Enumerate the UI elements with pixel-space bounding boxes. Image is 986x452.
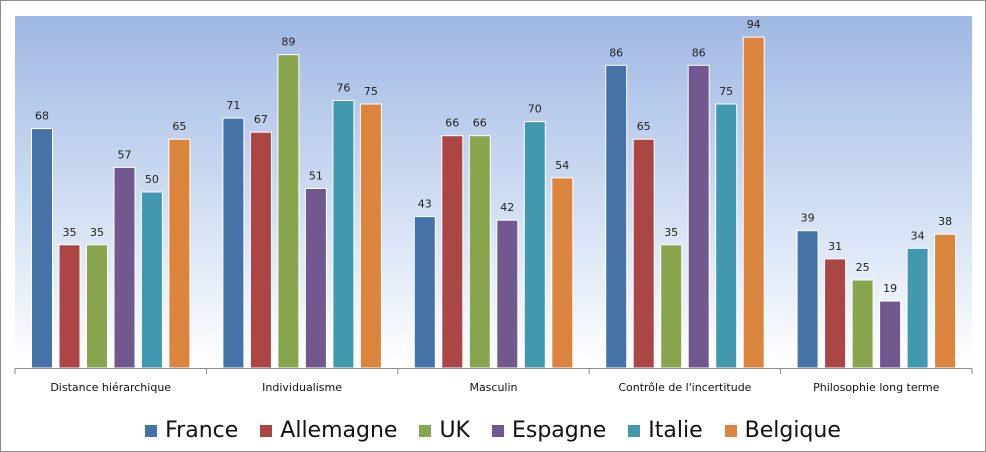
bar-espagne-2 [304,188,327,369]
value-label-espagne-3: 42 [500,201,514,214]
bar-italie-4 [715,103,738,369]
value-label-france-1: 68 [35,110,49,123]
value-label-belgique-1: 65 [172,120,186,133]
value-label-italie-3: 70 [528,103,542,116]
value-label-belgique-4: 94 [747,18,761,31]
bar-belgique-5 [934,233,957,369]
bar-france-2 [222,117,245,369]
value-labels-layer: 68 35 35 57 50 65 71 67 89 51 76 75 43 66 66 42 70 54 86 65… [35,18,952,295]
value-label-allemagne-5: 31 [828,240,842,253]
legend-item-belgique: Belgique [724,418,841,443]
legend-label: Belgique [744,418,841,443]
category-label-5: Philosophie long terme [813,381,940,394]
bar-espagne-4 [687,64,710,369]
legend-swatch [628,425,641,437]
value-label-france-2: 71 [226,99,240,112]
bar-uk-5 [851,279,874,369]
bar-allemagne-2 [249,131,272,369]
legend-item-allemagne: Allemagne [260,420,397,442]
bar-uk-2 [277,54,300,369]
bar-france-4 [605,64,628,369]
value-label-espagne-2: 51 [309,170,323,183]
value-label-uk-4: 35 [664,226,678,239]
legend-item-italie: Italie [628,418,703,443]
category-label-4: Contrôle de l'incertitude [618,381,751,394]
legend-swatch [419,425,432,437]
bar-belgique-1 [168,138,191,369]
value-label-france-3: 43 [418,198,432,211]
bar-espagne-1 [113,166,136,369]
value-label-belgique-5: 38 [938,215,952,228]
category-label-2: Individualisme [262,381,342,394]
bar-espagne-3 [496,219,519,369]
bar-allemagne-3 [441,135,464,369]
legend: France Allemagne UK Espagne Italie Belgique [1,414,985,448]
legend-item-france: France [145,420,238,442]
bar-italie-3 [523,121,546,369]
bar-belgique-2 [359,103,382,369]
bar-uk-3 [468,135,491,369]
value-label-espagne-1: 57 [118,148,132,161]
bar-italie-2 [332,100,355,369]
value-label-espagne-4: 86 [692,46,706,59]
value-label-italie-5: 34 [911,229,925,242]
value-label-allemagne-3: 66 [445,117,459,130]
category-label-1: Distance hiérarchique [50,381,171,394]
bar-espagne-5 [879,300,902,369]
value-label-espagne-5: 19 [883,282,897,295]
legend-swatch [145,425,158,437]
bar-belgique-4 [742,36,765,369]
value-label-uk-2: 89 [281,36,295,49]
legend-swatch [260,425,273,437]
legend-swatch [491,425,504,437]
value-label-italie-2: 76 [336,82,350,95]
legend-item-espagne: Espagne [491,418,607,443]
bar-france-5 [796,230,819,369]
legend-label: Espagne [511,418,607,443]
value-label-belgique-2: 75 [364,85,378,98]
value-label-allemagne-4: 65 [637,120,651,133]
x-axis: Distance hiérarchique Individualisme Mascu… [14,368,973,394]
bar-france-3 [413,216,436,369]
category-label-3: Masculin [469,381,517,394]
bar-allemagne-4 [632,138,655,369]
bar-allemagne-5 [824,258,847,369]
value-label-italie-1: 50 [145,173,159,186]
value-label-uk-5: 25 [856,261,870,274]
value-label-uk-1: 35 [90,226,104,239]
value-label-uk-3: 66 [473,117,487,130]
legend-swatch [724,425,737,437]
legend-label: France [165,418,239,443]
bars-layer [31,36,957,369]
bar-france-1 [31,128,53,369]
legend-item-uk: UK [419,420,470,442]
legend-label: Allemagne [280,418,398,443]
value-label-belgique-3: 54 [555,159,569,172]
legend-label: UK [439,418,470,443]
bar-italie-5 [906,247,929,369]
bar-uk-4 [660,244,683,369]
legend-label: Italie [648,418,703,443]
bar-uk-1 [86,244,108,369]
value-label-france-5: 39 [801,212,815,225]
value-label-france-4: 86 [609,46,623,59]
value-label-italie-4: 75 [719,85,733,98]
bar-allemagne-1 [58,244,81,369]
bar-belgique-3 [551,177,574,369]
value-label-allemagne-1: 35 [63,226,77,239]
value-label-allemagne-2: 67 [254,113,268,126]
bar-italie-1 [140,191,163,369]
